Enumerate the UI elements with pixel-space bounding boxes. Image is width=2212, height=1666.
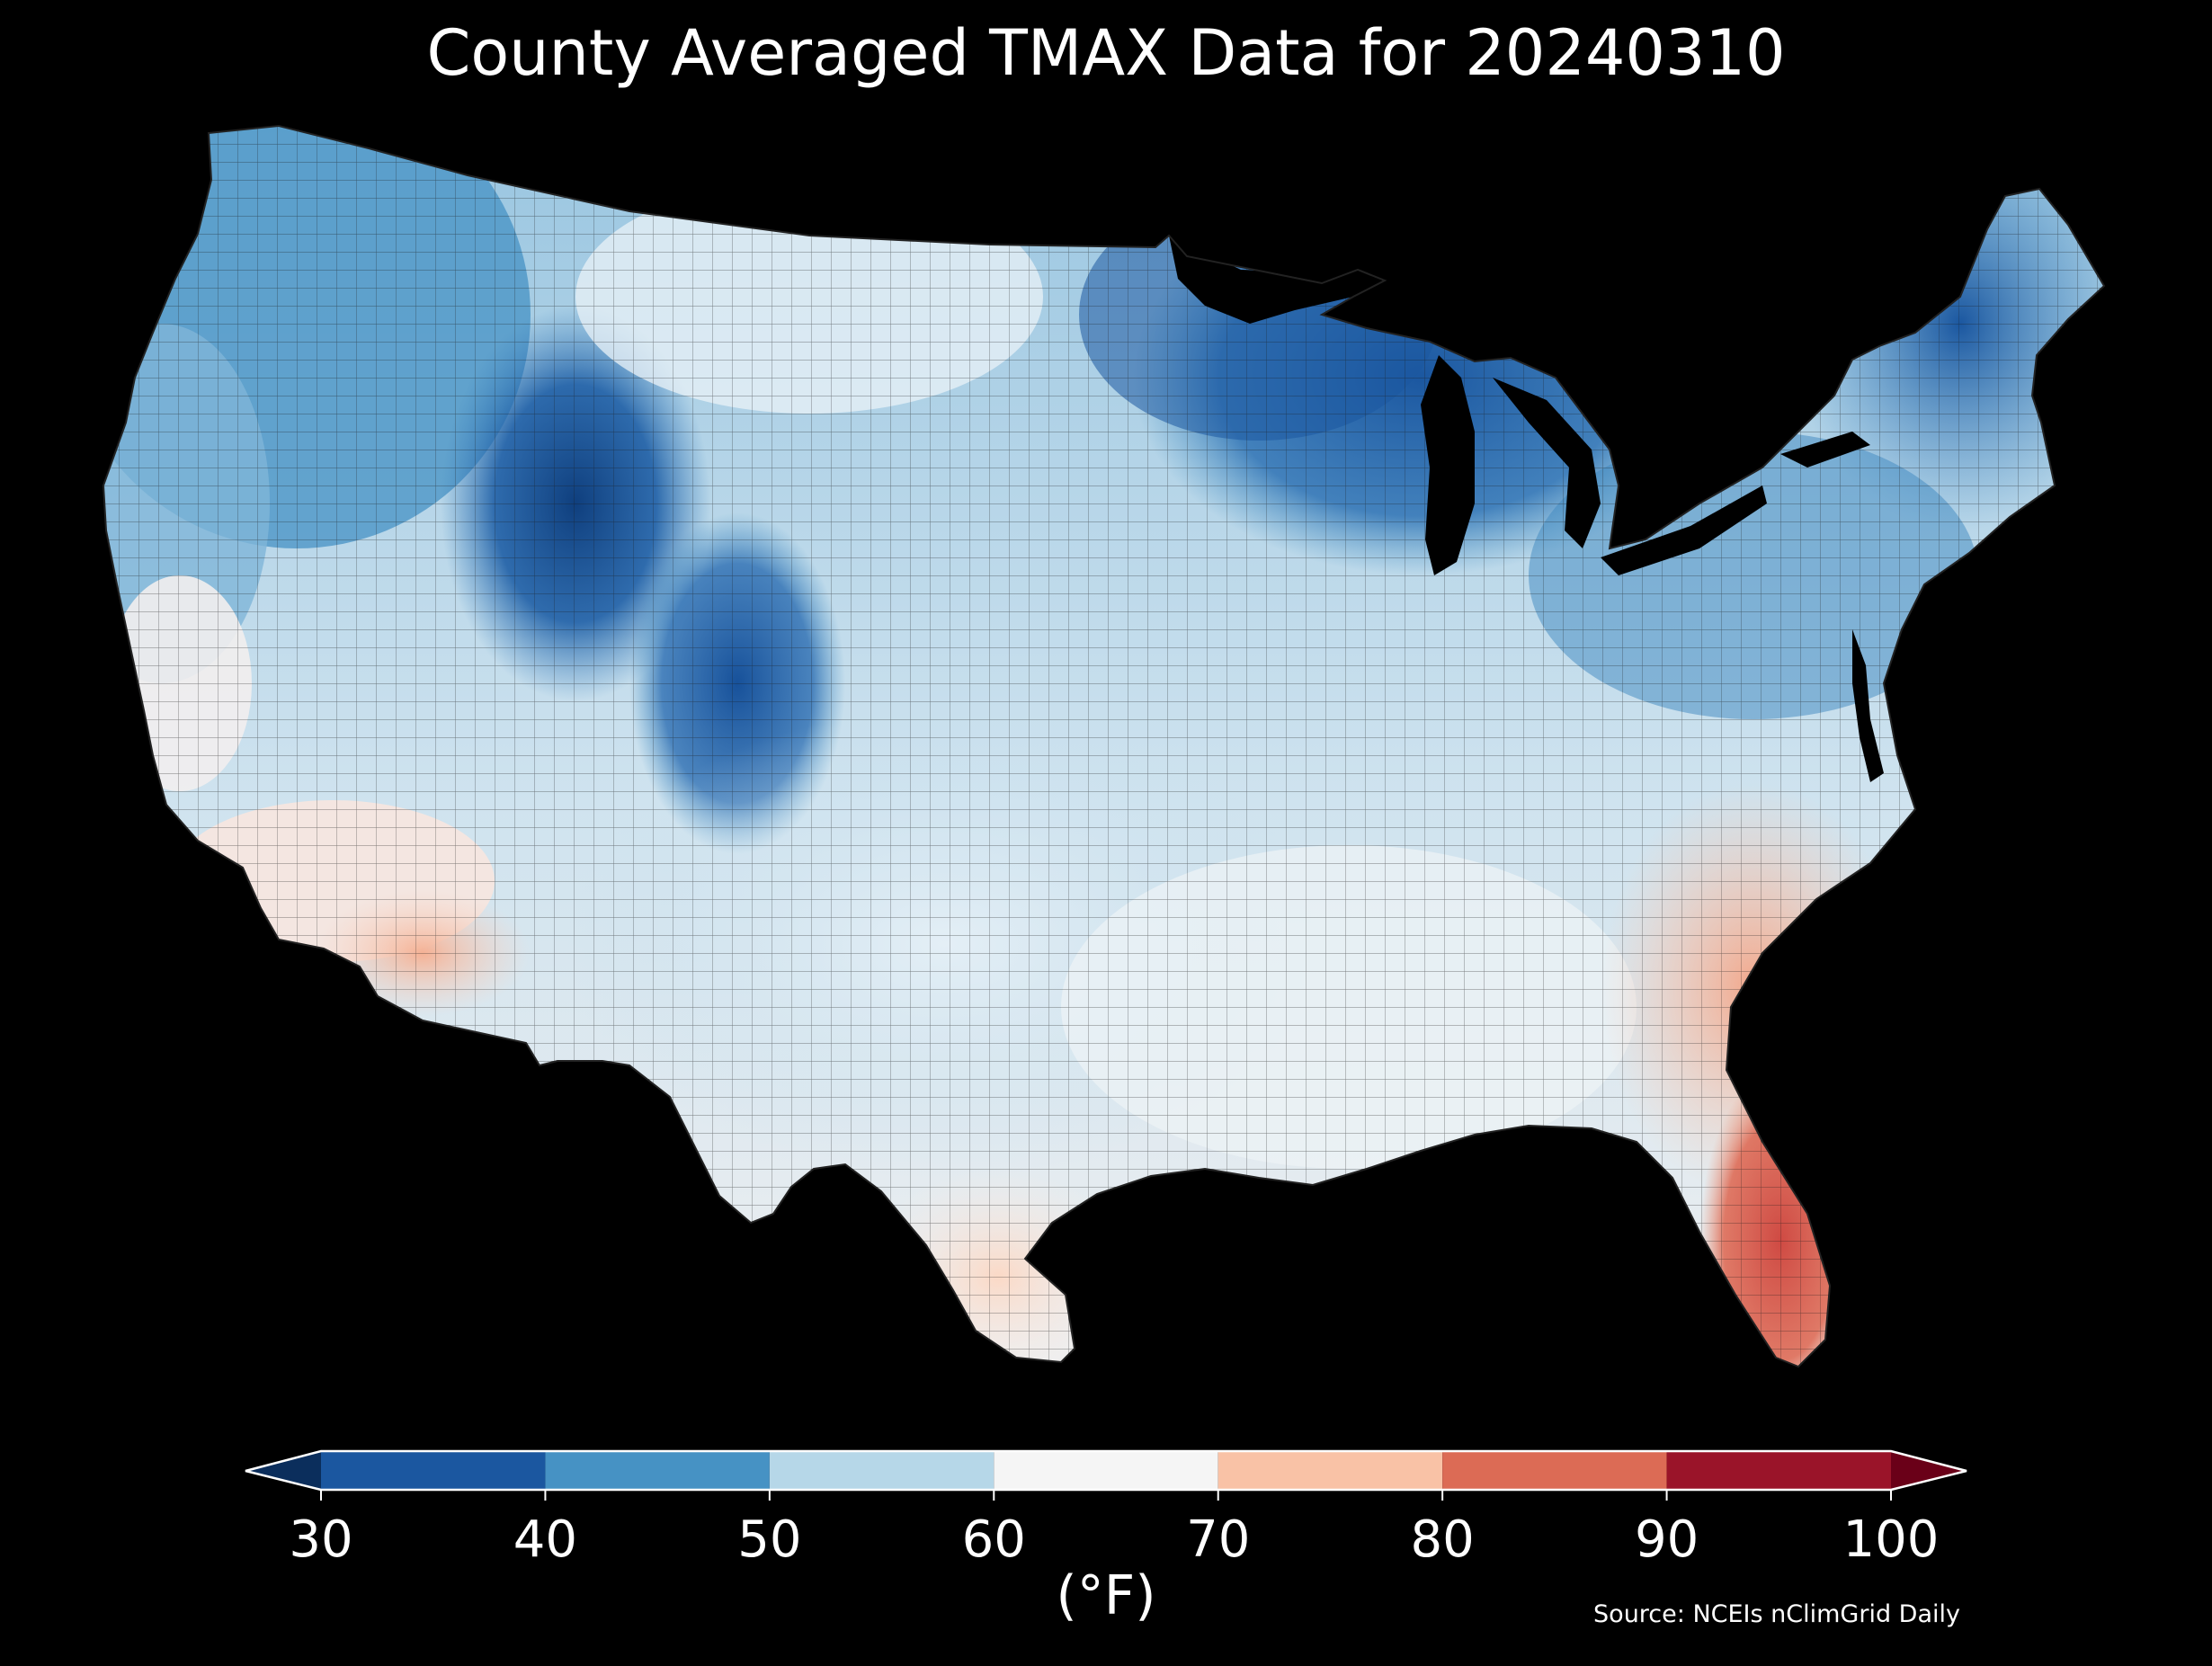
colorbar-tick-label: 60	[962, 1510, 1026, 1569]
lake-michigan	[1421, 355, 1475, 575]
us-outline	[102, 124, 2106, 1368]
colorbar-tick-label: 80	[1411, 1510, 1475, 1569]
colorbar-tick-label: 100	[1843, 1510, 1940, 1569]
county-fill	[103, 126, 2104, 1367]
chesapeake-bay	[1852, 629, 1884, 782]
lake-ontario	[1780, 432, 1870, 468]
map-area	[102, 124, 2106, 1368]
colorbar-bin-40-50	[545, 1451, 770, 1490]
colorbar-tick-label: 50	[737, 1510, 801, 1569]
colorbar-tick-label: 30	[289, 1510, 352, 1569]
colorbar-tick-label: 90	[1635, 1510, 1699, 1569]
map-title: County Averaged TMAX Data for 20240310	[426, 16, 1786, 90]
colorbar-ticks: 30 40 50 60 70 80 90 100	[289, 1490, 1939, 1569]
lake-superior	[1169, 236, 1385, 324]
source-credit: Source: NCEIs nClimGrid Daily	[1593, 1600, 1960, 1628]
colorbar-over-extension	[1891, 1451, 1967, 1490]
colorbar-bin-30-40	[321, 1451, 546, 1490]
colorbar-bin-70-80	[1217, 1451, 1443, 1490]
colorbar-tick-label: 70	[1186, 1510, 1250, 1569]
lake-huron	[1493, 378, 1601, 548]
lake-erie	[1601, 486, 1767, 575]
us-county-map	[102, 124, 2106, 1368]
colorbar-bins	[321, 1451, 1891, 1490]
colorbar-tick-label: 40	[513, 1510, 577, 1569]
colorbar-bin-90-100	[1666, 1451, 1891, 1490]
colorbar-bin-60-70	[994, 1451, 1218, 1490]
colorbar-bin-80-90	[1442, 1451, 1667, 1490]
colorbar-bin-50-60	[769, 1451, 995, 1490]
colorbar-under-extension	[245, 1451, 321, 1490]
colorbar-frame	[245, 1449, 1967, 1492]
colorbar-units-label: (°F)	[1056, 1564, 1156, 1627]
